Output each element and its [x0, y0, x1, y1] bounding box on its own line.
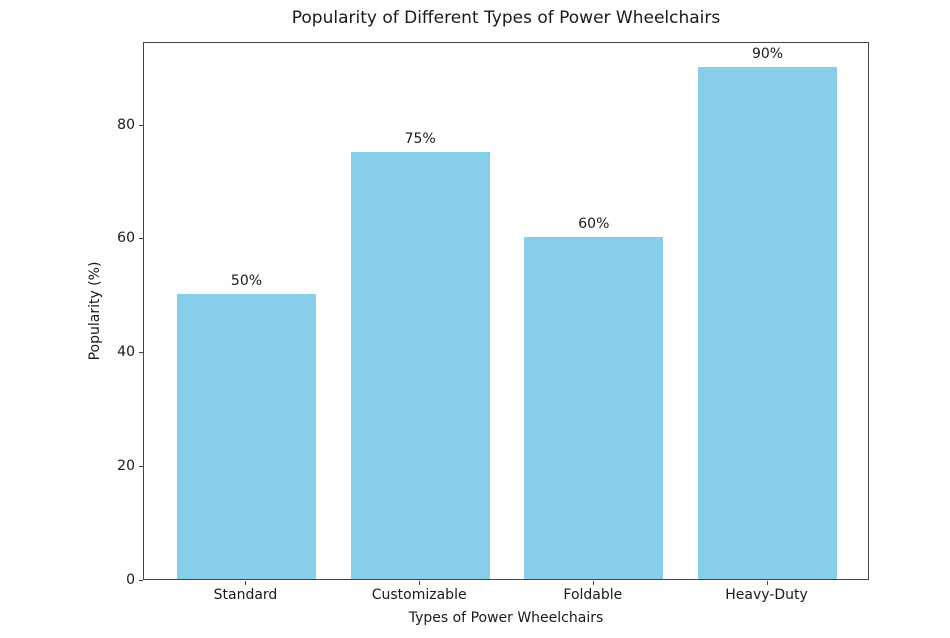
x-tick-mark: [245, 581, 247, 585]
x-tick-mark: [766, 581, 768, 585]
bar-value-label: 60%: [578, 216, 610, 233]
y-tick-label: 60: [117, 230, 135, 247]
x-tick-label: Heavy-Duty: [725, 587, 808, 603]
x-tick-label: Customizable: [371, 587, 467, 603]
y-tick-label: 80: [117, 116, 135, 133]
y-tick-mark: [139, 352, 143, 354]
bar-value-label: 50%: [230, 273, 263, 290]
y-tick-mark: [139, 124, 143, 126]
y-tick-label: 40: [117, 344, 135, 361]
x-tick-label: Standard: [213, 587, 278, 603]
x-tick-mark: [592, 581, 594, 585]
chart-title: Popularity of Different Types of Power W…: [291, 8, 721, 28]
y-tick-mark: [139, 580, 143, 581]
bar-foldable: [524, 237, 664, 579]
x-tick-label: Foldable: [563, 587, 623, 603]
bar-standard: [177, 294, 316, 579]
bar-value-label: 90%: [751, 45, 784, 62]
y-tick-mark: [139, 238, 143, 240]
y-tick-label: 0: [126, 572, 135, 588]
bar-heavy-duty: [698, 66, 837, 579]
y-tick-label: 20: [117, 458, 135, 475]
x-tick-mark: [419, 581, 421, 585]
bar-value-label: 75%: [404, 131, 436, 148]
bar-customizable: [350, 152, 490, 579]
x-axis-label: Types of Power Wheelchairs: [408, 610, 604, 626]
plot-area: 50% 75% 60% 90%: [143, 42, 869, 580]
y-tick-mark: [139, 466, 143, 468]
